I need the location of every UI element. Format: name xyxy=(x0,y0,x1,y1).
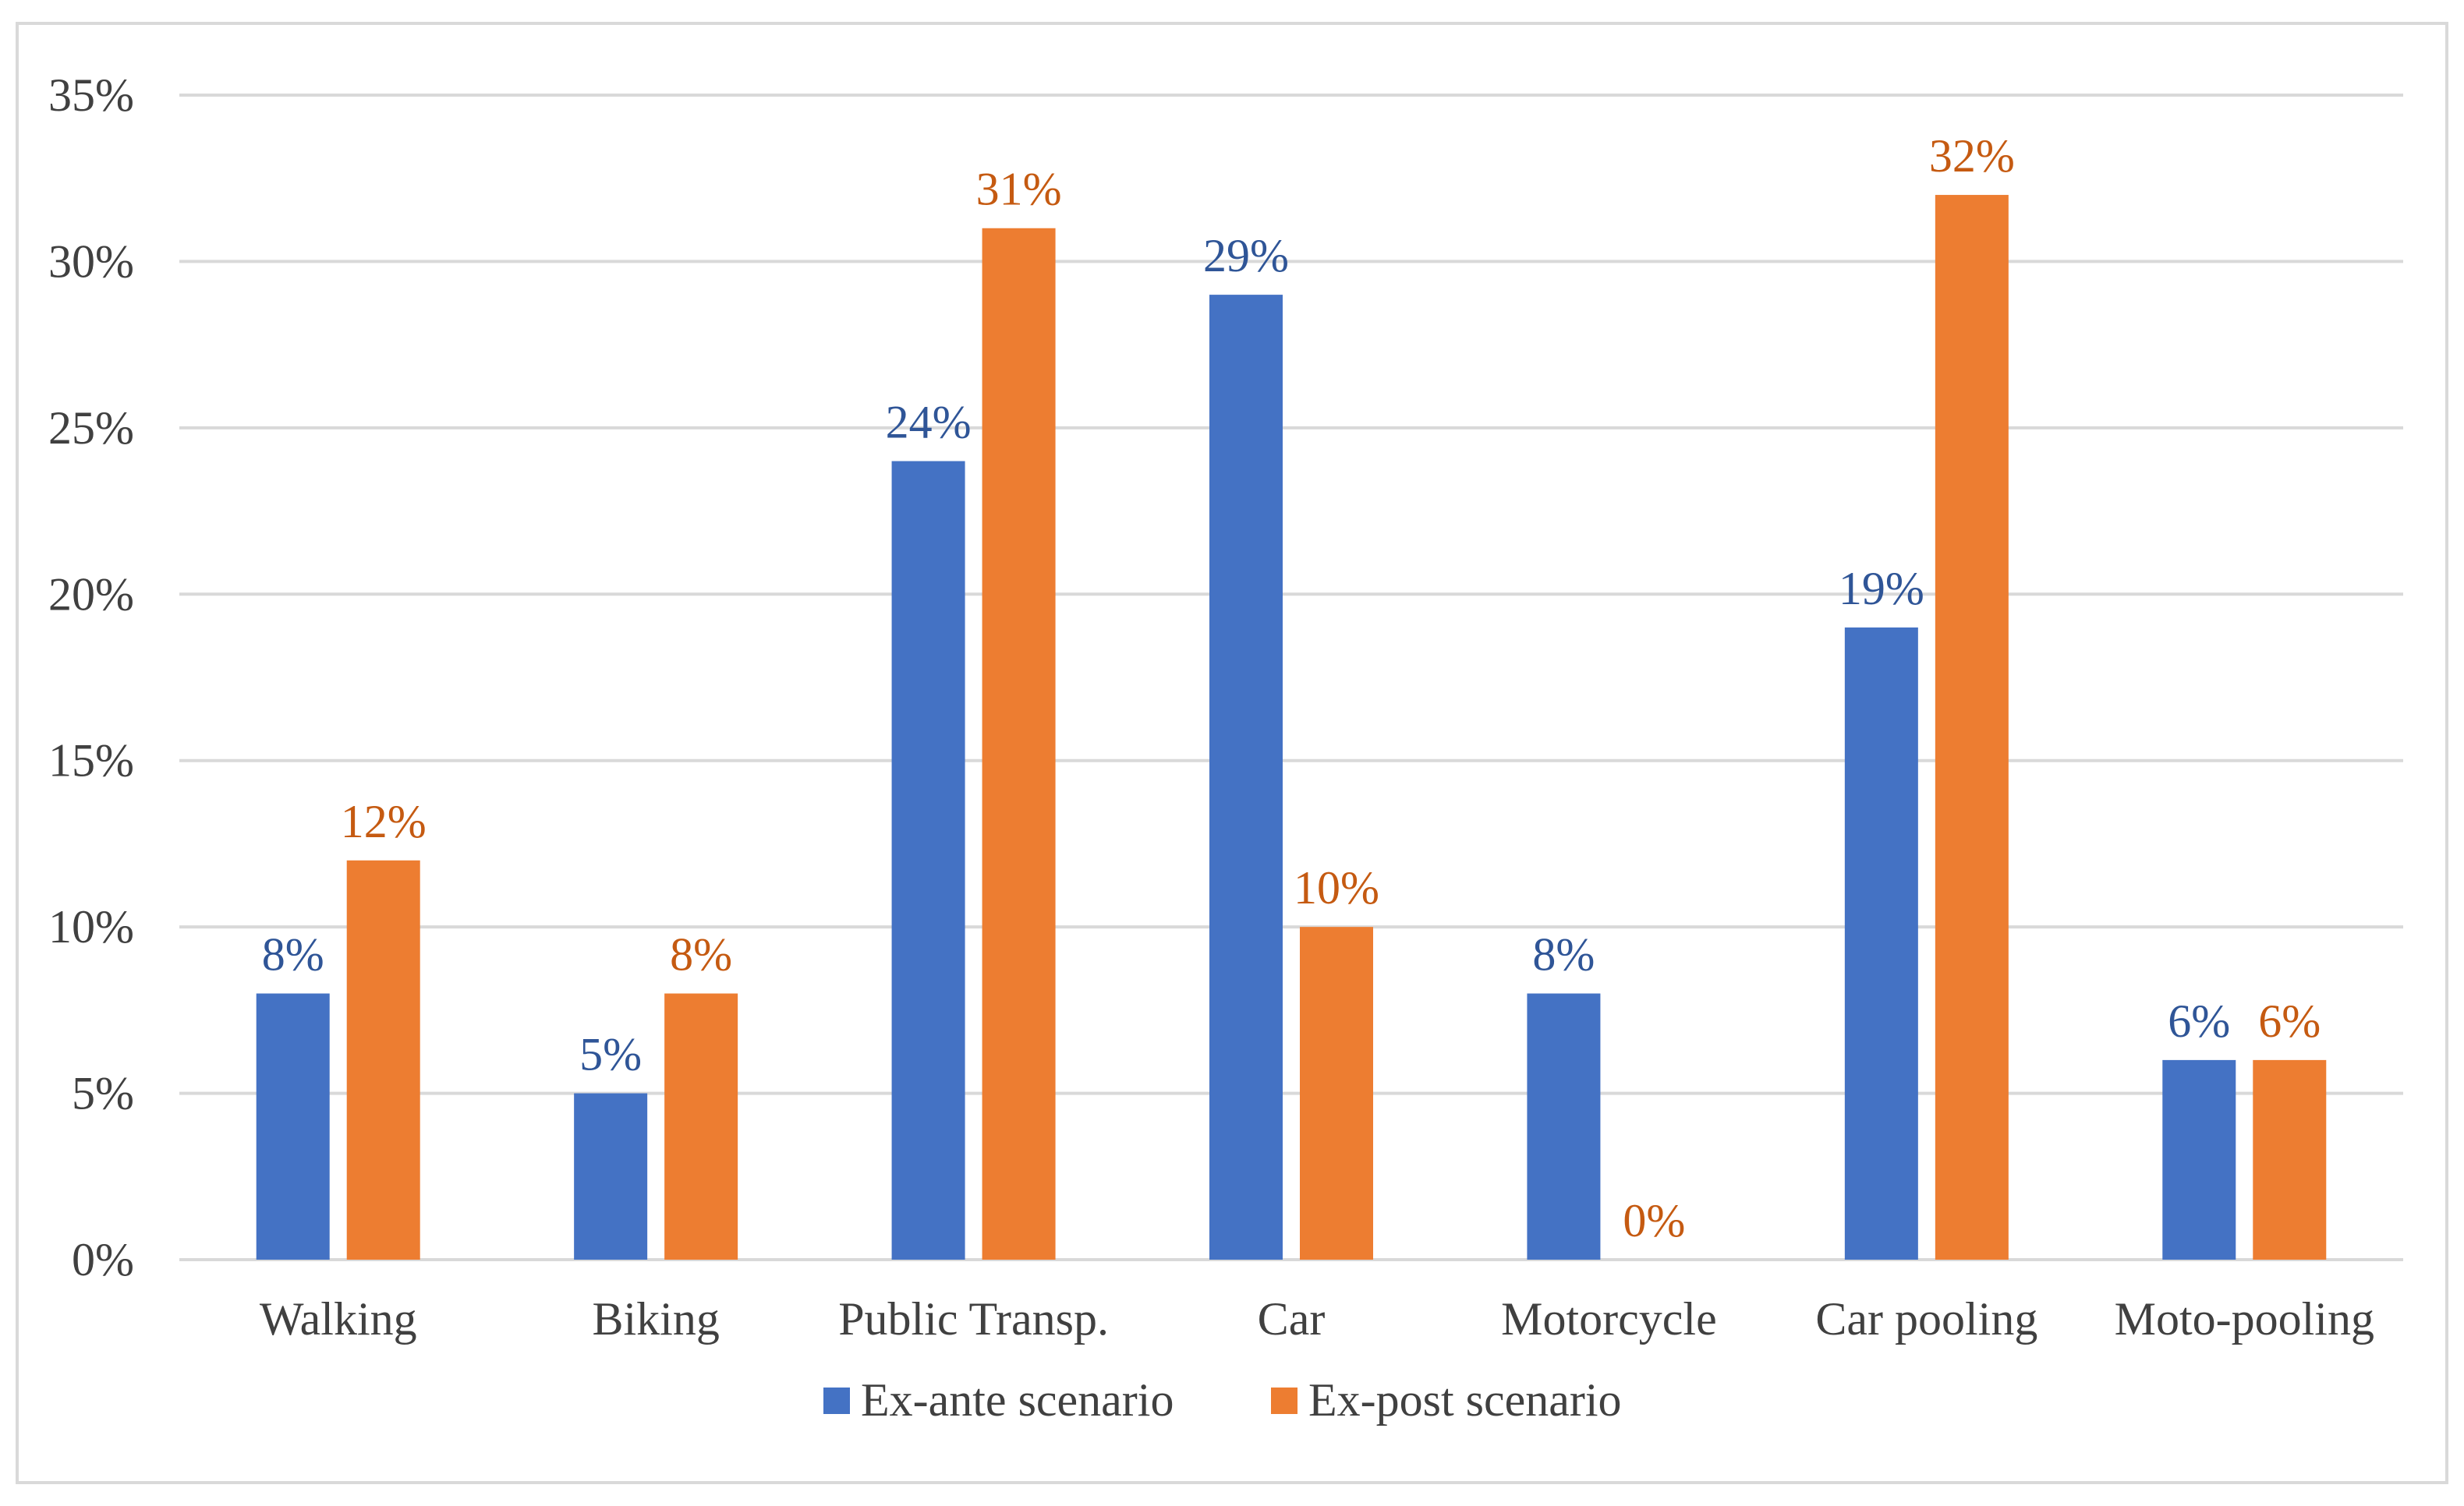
bar-ex-post xyxy=(1300,927,1373,1260)
bar-ex-post xyxy=(1935,195,2009,1260)
x-tick-label: Car pooling xyxy=(1815,1293,2037,1345)
x-tick-label: Walking xyxy=(260,1293,417,1345)
bar-ex-ante xyxy=(1844,627,1918,1260)
bar-ex-post xyxy=(982,228,1056,1260)
bar-ex-ante xyxy=(574,1093,648,1260)
y-tick-label: 0% xyxy=(72,1234,134,1285)
bar-ex-post xyxy=(346,860,420,1260)
legend-label: Ex-post scenario xyxy=(1308,1374,1622,1426)
y-tick-label: 10% xyxy=(48,901,134,953)
bar-ex-post xyxy=(2253,1059,2327,1260)
data-label: 6% xyxy=(2258,995,2321,1047)
bar-ex-ante xyxy=(1527,993,1601,1260)
y-tick-label: 25% xyxy=(48,402,134,454)
data-label: 6% xyxy=(2168,995,2230,1047)
legend-label: Ex-ante scenario xyxy=(861,1374,1174,1426)
data-label: 0% xyxy=(1623,1195,1685,1246)
x-tick-label: Motorcycle xyxy=(1501,1293,1717,1345)
data-label: 10% xyxy=(1294,862,1379,914)
legend-swatch xyxy=(1271,1388,1297,1414)
x-tick-label: Moto-pooling xyxy=(2115,1293,2374,1345)
legend-swatch xyxy=(823,1388,850,1414)
data-label: 29% xyxy=(1203,230,1289,281)
x-tick-label: Public Transp. xyxy=(838,1293,1109,1345)
data-label: 8% xyxy=(1532,929,1595,981)
data-label: 5% xyxy=(579,1029,642,1080)
y-tick-label: 30% xyxy=(48,235,134,287)
y-tick-label: 20% xyxy=(48,568,134,620)
bar-ex-ante xyxy=(1209,295,1283,1260)
data-label: 24% xyxy=(886,397,972,448)
x-tick-label: Car xyxy=(1258,1293,1326,1345)
bar-ex-post xyxy=(664,993,738,1260)
y-tick-label: 15% xyxy=(48,735,134,787)
y-tick-label: 35% xyxy=(48,69,134,121)
bar-ex-ante xyxy=(256,993,330,1260)
data-label: 8% xyxy=(670,929,732,981)
data-label: 19% xyxy=(1839,563,1924,614)
data-label: 8% xyxy=(262,929,324,981)
data-label: 12% xyxy=(341,796,427,847)
data-label: 31% xyxy=(976,164,1062,215)
y-tick-label: 5% xyxy=(72,1068,134,1119)
data-label: 32% xyxy=(1929,130,2015,182)
bar-ex-ante xyxy=(891,461,965,1260)
bar-ex-ante xyxy=(2162,1059,2236,1260)
x-tick-label: Biking xyxy=(592,1293,719,1345)
